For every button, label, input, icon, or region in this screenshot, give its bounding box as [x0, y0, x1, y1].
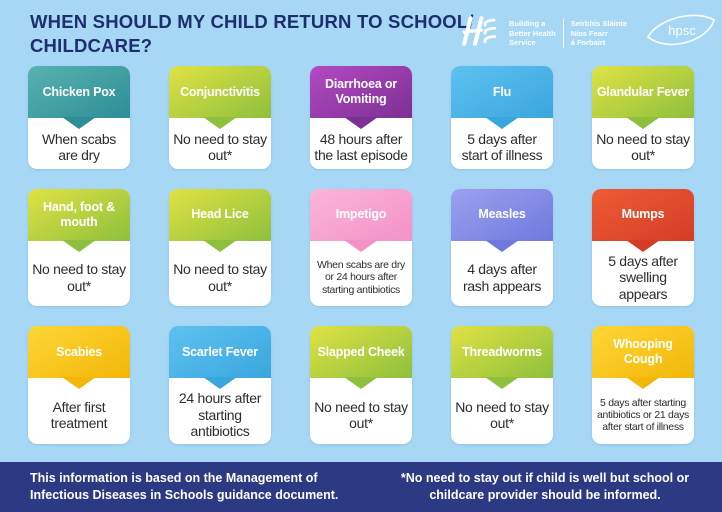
card-diarrhoea-or-vomiting: Diarrhoea or Vomiting 48 hours after the… — [310, 66, 412, 169]
card-title: Scarlet Fever — [169, 326, 271, 379]
card-return-rule: 4 days after rash appears — [462, 261, 542, 294]
card-title: Glandular Fever — [592, 66, 694, 118]
card-conjunctivitis: Conjunctivitis No need to stay out* — [169, 66, 271, 169]
card-return-rule: 5 days after swelling appears — [608, 252, 678, 302]
card-chicken-pox: Chicken Pox When scabs are dry — [28, 66, 130, 169]
card-return-rule: When scabs are dry — [41, 130, 117, 164]
card-scarlet-fever: Scarlet Fever 24 hours after starting an… — [169, 326, 271, 444]
card-return-rule: After first treatment — [50, 398, 108, 432]
card-title: Mumps — [592, 188, 694, 241]
hse-logo: Building a Better Health Service Seirbhí… — [456, 11, 634, 56]
hse-taglines: Building a Better Health Service Seirbhí… — [502, 18, 634, 49]
svg-text:hpsc: hpsc — [668, 23, 696, 38]
card-title: Hand, foot & mouth — [28, 188, 130, 241]
page-title-line1: WHEN SHOULD MY CHILD RETURN TO SCHOOL/ — [30, 11, 474, 32]
card-title: Head Lice — [169, 188, 271, 241]
card-return-rule: 24 hours after starting antibiotics — [178, 390, 262, 440]
card-return-rule: No need to stay out* — [596, 130, 690, 164]
card-scabies: Scabies After first treatment — [28, 326, 130, 444]
footer-asterisk-note: *No need to stay out if child is well bu… — [400, 471, 690, 502]
card-title: Chicken Pox — [28, 66, 130, 118]
card-title: Slapped Cheek — [310, 326, 412, 379]
card-title: Impetigo — [310, 188, 412, 241]
card-title: Scabies — [28, 326, 130, 379]
card-return-rule: No need to stay out* — [314, 398, 408, 432]
card-return-rule: 48 hours after the last episode — [314, 130, 408, 164]
card-return-rule: No need to stay out* — [173, 261, 267, 294]
card-whooping-cough: Whooping Cough 5 days after starting ant… — [592, 326, 694, 444]
card-return-rule: No need to stay out* — [455, 398, 549, 432]
card-hand-foot-and-mouth: Hand, foot & mouth No need to stay out* — [28, 188, 130, 307]
page-title: WHEN SHOULD MY CHILD RETURN TO SCHOOL/ C… — [30, 10, 474, 59]
card-title: Measles — [451, 188, 553, 241]
card-title: Whooping Cough — [592, 326, 694, 379]
hpsc-logo-icon: hpsc — [646, 9, 716, 58]
illness-card-grid: Chicken Pox When scabs are dry Conjuncti… — [28, 66, 694, 444]
card-threadworms: Threadworms No need to stay out* — [451, 326, 553, 444]
page-title-line2: CHILDCARE? — [30, 35, 153, 57]
card-slapped-cheek: Slapped Cheek No need to stay out* — [310, 326, 412, 444]
logo-bar: Building a Better Health Service Seirbhí… — [456, 9, 716, 58]
card-return-rule: 5 days after start of illness — [461, 130, 543, 164]
card-title: Diarrhoea or Vomiting — [310, 66, 412, 118]
card-return-rule: 5 days after starting antibiotics or 21 … — [596, 396, 690, 434]
footer-source-note: This information is based on the Managem… — [30, 471, 339, 502]
card-return-rule: No need to stay out* — [32, 261, 126, 294]
card-head-lice: Head Lice No need to stay out* — [169, 188, 271, 307]
card-return-rule: When scabs are dry or 24 hours after sta… — [317, 259, 405, 296]
card-title: Conjunctivitis — [169, 66, 271, 118]
hse-tagline-irish: Seirbhís Sláinte Níos Fearr á Forbairt — [562, 18, 634, 49]
hse-tagline-english: Building a Better Health Service — [509, 18, 556, 48]
card-title: Flu — [451, 66, 553, 118]
card-impetigo: Impetigo When scabs are dry or 24 hours … — [310, 188, 412, 307]
card-flu: Flu 5 days after start of illness — [451, 66, 553, 169]
footer-bar: This information is based on the Managem… — [0, 462, 722, 512]
hse-icon — [456, 11, 498, 56]
card-measles: Measles 4 days after rash appears — [451, 188, 553, 307]
card-return-rule: No need to stay out* — [173, 130, 267, 164]
card-title: Threadworms — [451, 326, 553, 379]
card-mumps: Mumps 5 days after swelling appears — [592, 188, 694, 307]
card-glandular-fever: Glandular Fever No need to stay out* — [592, 66, 694, 169]
